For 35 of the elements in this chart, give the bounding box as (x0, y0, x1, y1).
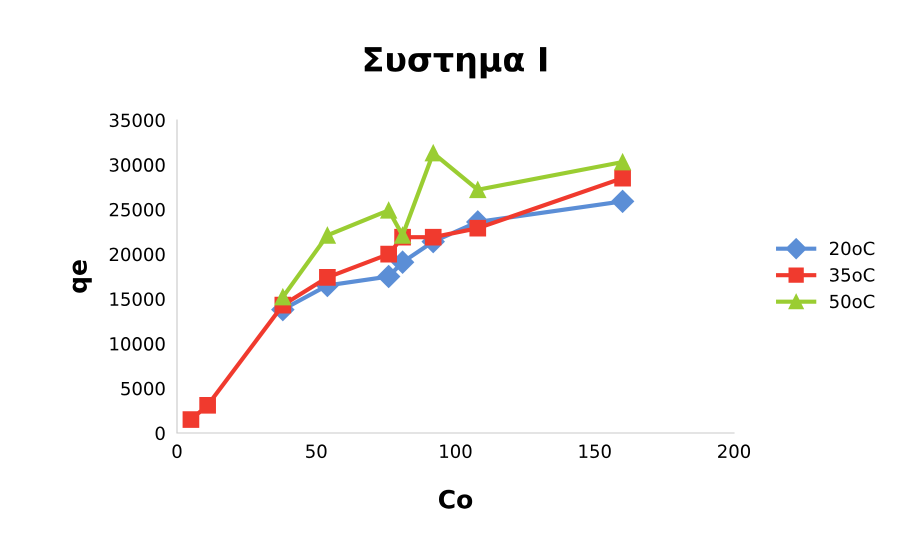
point (380, 246, 397, 262)
point (469, 181, 486, 198)
point (274, 288, 292, 306)
y-tick-label: 30000 (110, 158, 165, 172)
point (614, 154, 631, 170)
y-tick-label: 20000 (110, 248, 165, 262)
y-tick-label: 35000 (110, 113, 165, 128)
x-tick-label: 200 (718, 444, 750, 458)
y-tick-label: 0 (156, 426, 165, 440)
x-tick-label: 0 (172, 444, 182, 458)
point (319, 269, 336, 286)
y-axis-title: qe (72, 260, 92, 293)
x-tick-label: 150 (580, 444, 611, 458)
point (377, 265, 400, 288)
point (199, 396, 216, 414)
y-tick-label: 5000 (121, 382, 165, 396)
point (424, 228, 442, 246)
x-tick-label: 100 (440, 444, 472, 458)
point (182, 411, 200, 428)
point (614, 170, 631, 186)
y-tick-label: 15000 (110, 292, 165, 306)
x-axis-title: Co (438, 490, 472, 509)
y-tick-label: 25000 (110, 202, 165, 217)
y-tick-label: 10000 (110, 337, 165, 351)
point (611, 190, 634, 213)
point (469, 220, 486, 237)
legend-label: 50oC (830, 294, 874, 308)
legend-label: 35oC (830, 268, 874, 282)
point (380, 202, 397, 219)
point (391, 250, 414, 274)
point (424, 144, 442, 162)
chart-title: Συστημα Ι (364, 47, 546, 78)
point (319, 227, 336, 244)
legend-label: 20oC (830, 242, 874, 256)
x-tick-label: 50 (306, 444, 327, 458)
